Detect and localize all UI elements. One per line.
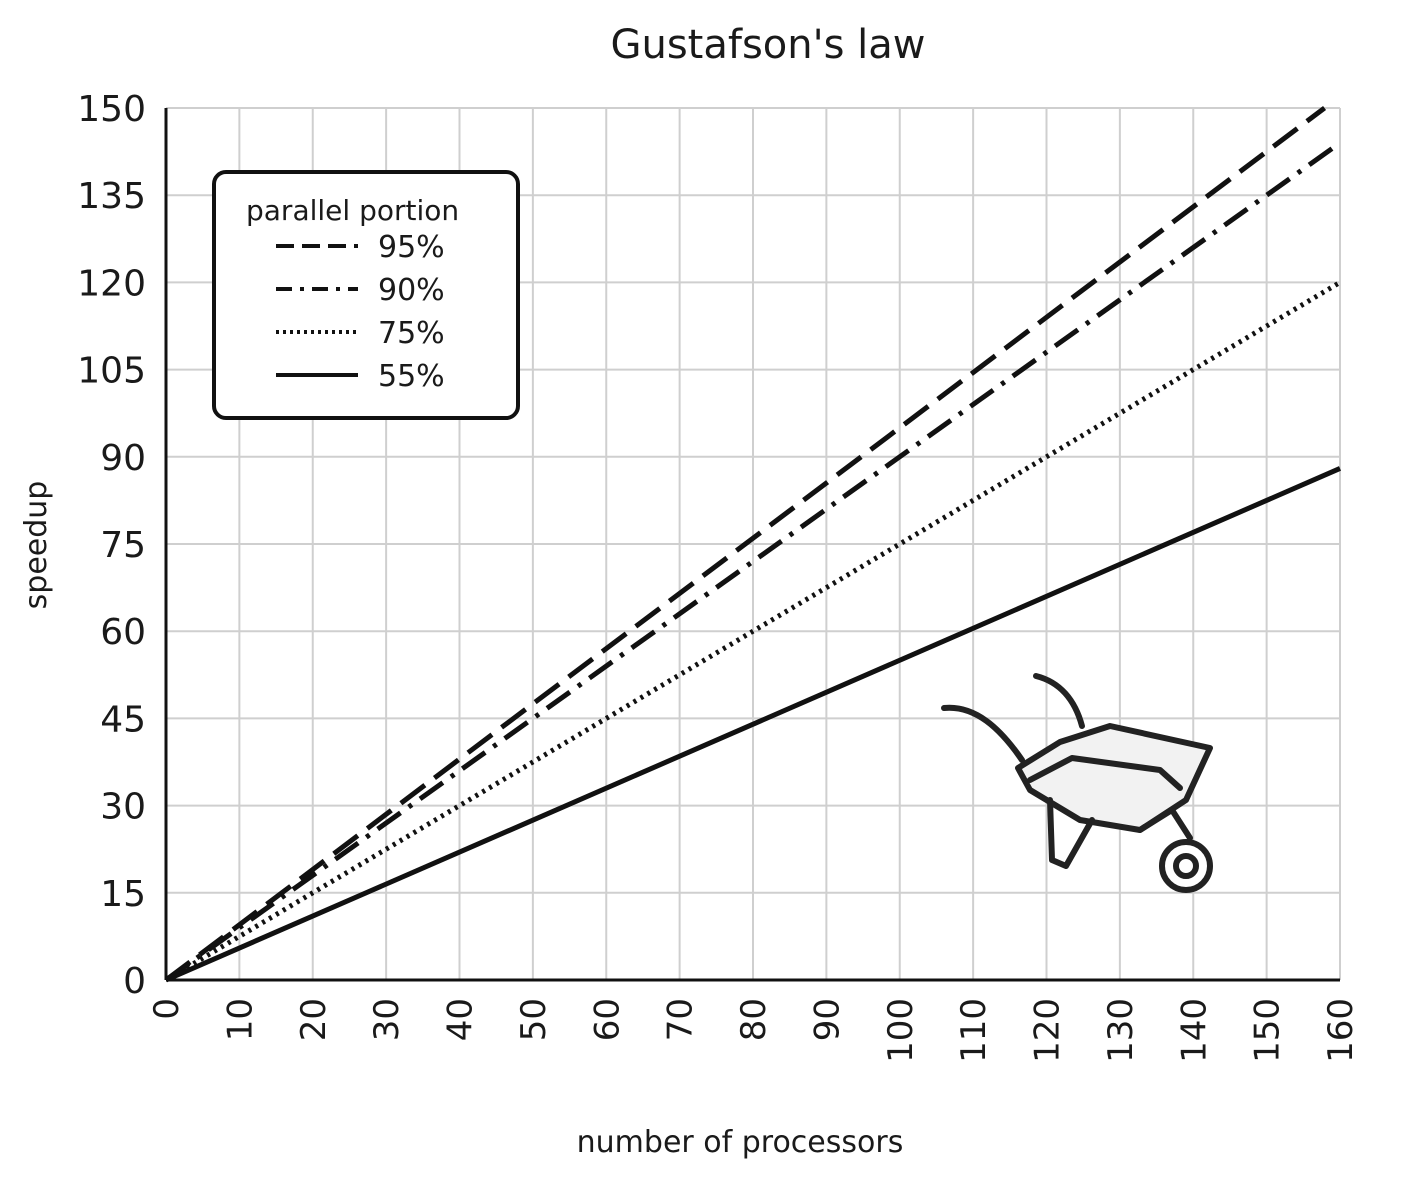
x-tick-label: 60: [587, 998, 627, 1041]
x-tick-label: 10: [220, 998, 260, 1041]
series-line-90pct: [164, 140, 1342, 983]
x-tick-label: 140: [1174, 998, 1214, 1063]
y-tick-labels: 0 15 30 45 60 75 90 105 120 135 150: [77, 89, 146, 1002]
y-tick-label: 105: [77, 351, 146, 392]
legend-title: parallel portion: [246, 194, 459, 227]
series-line-75pct: [164, 280, 1342, 983]
legend-label: 75%: [378, 316, 445, 351]
y-tick-label: 135: [77, 176, 146, 217]
x-tick-label: 40: [441, 998, 481, 1041]
series-line-95pct: [164, 106, 1327, 982]
legend: parallel portion 95% 90% 75% 55%: [212, 170, 520, 420]
y-tick-label: 150: [77, 89, 146, 130]
legend-label: 90%: [378, 273, 445, 308]
chart-title: Gustafson's law: [610, 22, 925, 68]
axes: [164, 108, 1340, 982]
x-tick-label: 90: [807, 998, 847, 1041]
x-tick-label: 70: [661, 998, 701, 1041]
x-tick-label: 80: [734, 998, 774, 1041]
y-tick-label: 90: [100, 438, 146, 479]
x-tick-label: 100: [881, 998, 921, 1063]
legend-label: 55%: [378, 359, 445, 394]
y-tick-label: 45: [100, 699, 146, 740]
x-tick-label: 30: [367, 998, 407, 1041]
x-axis-label: number of processors: [577, 1125, 904, 1160]
legend-label: 95%: [378, 230, 445, 265]
x-tick-label: 160: [1321, 998, 1361, 1063]
y-tick-label: 30: [100, 787, 146, 828]
x-tick-label: 50: [514, 998, 554, 1041]
x-tick-labels: 0 10 20 30 40 50 60 70 80 90 100 110 120 130 140 150 160: [147, 998, 1361, 1063]
x-tick-label: 130: [1101, 998, 1141, 1063]
x-tick-label: 20: [294, 998, 334, 1041]
x-tick-label: 110: [954, 998, 994, 1063]
y-tick-label: 15: [100, 874, 146, 915]
series-lines: [164, 106, 1342, 983]
x-tick-label: 150: [1248, 998, 1288, 1063]
legend-items: 95% 90% 75% 55%: [276, 230, 445, 394]
y-tick-label: 0: [123, 961, 146, 1002]
legend-box: [212, 170, 520, 420]
wheelbarrow-icon: [941, 673, 1213, 893]
x-tick-label: 120: [1028, 998, 1068, 1063]
y-tick-label: 75: [100, 525, 146, 566]
series-line-55pct: [165, 466, 1341, 983]
y-tick-label: 120: [77, 263, 146, 304]
y-tick-label: 60: [100, 612, 146, 653]
x-tick-label: 0: [147, 998, 187, 1020]
y-axis-label: speedup: [19, 481, 54, 610]
